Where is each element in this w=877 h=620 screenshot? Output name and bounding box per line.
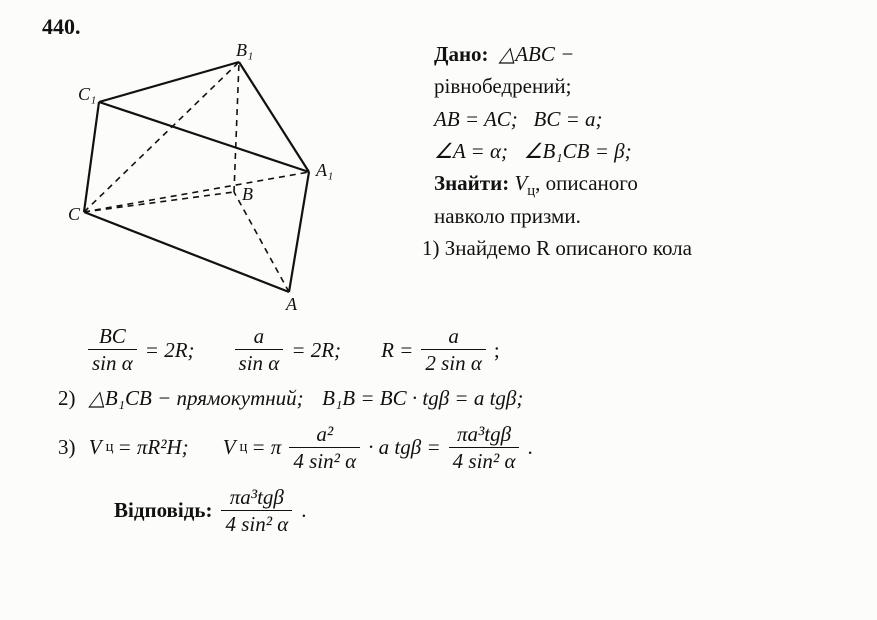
given-block: Дано: △ABC − рівнобедрений; AB = AC; BC … — [434, 36, 853, 319]
answer-label: Відповідь: — [114, 496, 212, 524]
given-triangle: △ABC − — [499, 42, 574, 66]
problem-number: 440. — [42, 12, 81, 42]
svg-text:A₁: A₁ — [315, 160, 333, 180]
svg-text:B₁: B₁ — [236, 42, 253, 60]
prism-diagram-svg: A B C A₁ B₁ C₁ — [64, 42, 364, 312]
answer-line: Відповідь: πa³tgβ4 sin² α . — [24, 486, 853, 535]
step1-equations: BCsin α = 2R; asin α = 2R; R = a2 sin α … — [24, 325, 853, 374]
given-eq3: ∠A = α; — [434, 139, 508, 163]
step2-line: 2) △B₁CB − прямокутний; B₁B = BC · tgβ =… — [24, 384, 853, 412]
given-eq1: AB = AC; — [434, 107, 518, 131]
svg-text:B: B — [242, 184, 253, 204]
find-var: V — [514, 171, 527, 195]
given-isosceles: рівнобедрений; — [434, 72, 853, 100]
step-1-text: 1) Знайдемо R описаного кола — [434, 234, 853, 262]
svg-text:A: A — [285, 294, 298, 312]
find-var-sub: ц — [527, 184, 535, 200]
diagram: A B C A₁ B₁ C₁ — [24, 36, 414, 319]
given-eq4: ∠B₁CB = β; — [524, 139, 632, 163]
find-body1b: , описаного — [535, 171, 638, 195]
given-heading: Дано: — [434, 42, 489, 66]
svg-text:C₁: C₁ — [78, 84, 96, 104]
find-label: Знайти: — [434, 171, 509, 195]
step3-line: 3) Vц = πR²H; Vц = π a²4 sin² α · a tgβ … — [24, 423, 853, 472]
given-eq2: BC = a; — [534, 107, 603, 131]
svg-text:C: C — [68, 204, 81, 224]
find-body2: навколо призми. — [434, 202, 853, 230]
